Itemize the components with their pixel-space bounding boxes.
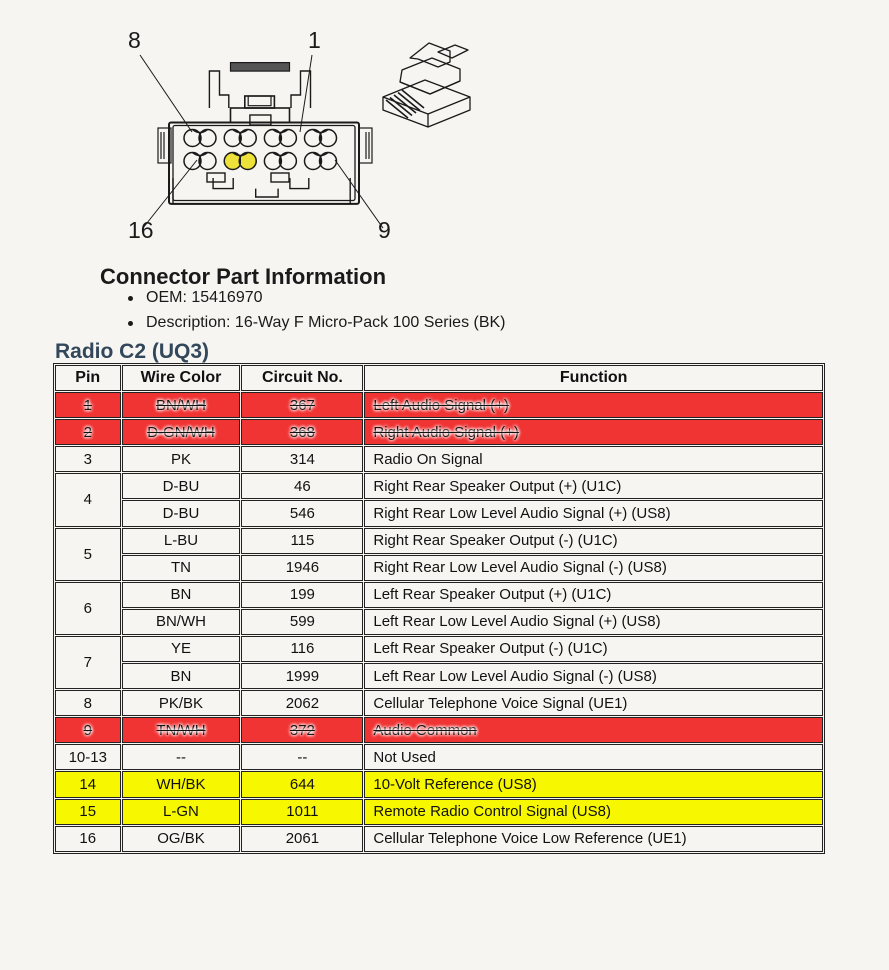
svg-text:8: 8: [128, 27, 141, 53]
svg-text:1: 1: [308, 27, 321, 53]
svg-text:16: 16: [128, 217, 154, 243]
svg-text:9: 9: [378, 217, 391, 243]
